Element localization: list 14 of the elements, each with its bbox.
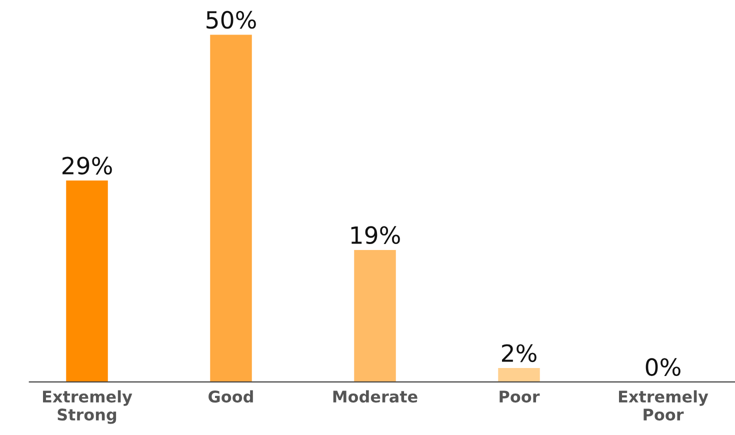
x-tick-label: Moderate bbox=[333, 390, 418, 403]
x-tick-label: Poor bbox=[500, 390, 540, 403]
bar bbox=[210, 34, 252, 382]
data-label: 2% bbox=[502, 344, 536, 362]
bar bbox=[66, 180, 108, 382]
x-tick-label: Extremely Poor bbox=[619, 390, 708, 421]
data-label: 19% bbox=[351, 226, 400, 244]
bar bbox=[498, 368, 540, 382]
data-label: 50% bbox=[206, 10, 256, 29]
x-tick-label: Extremely Strong bbox=[43, 390, 132, 424]
data-label: 29% bbox=[62, 156, 112, 175]
data-label: 0% bbox=[646, 358, 680, 376]
bar bbox=[354, 250, 396, 382]
x-tick-label: Good bbox=[208, 390, 253, 403]
